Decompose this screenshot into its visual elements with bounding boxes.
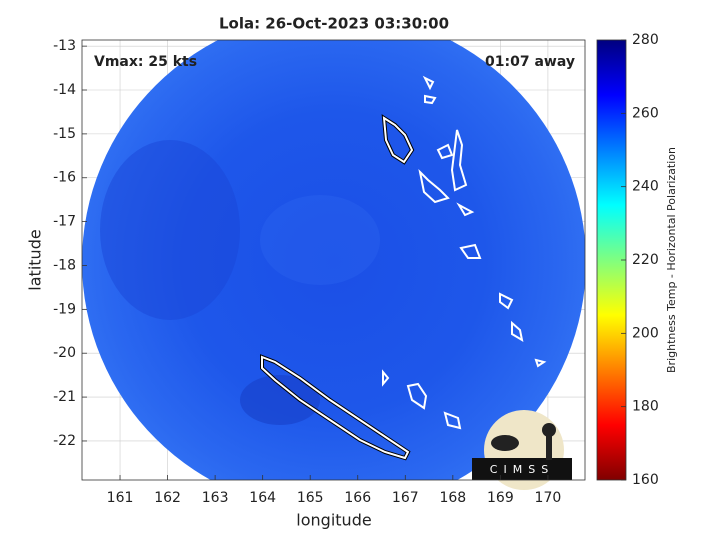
x-axis-label: longitude <box>296 511 371 530</box>
coastlines <box>260 75 547 461</box>
x-tick-label: 166 <box>344 490 371 506</box>
colorbar-label: Brightness Temp - Horizontal Polarizatio… <box>665 147 678 373</box>
colorbar-tick-label: 220 <box>632 252 659 268</box>
y-tick-label: -17 <box>53 214 76 230</box>
annotation: Vmax: 25 kts <box>94 54 197 70</box>
colorbar-tick-label: 160 <box>632 472 659 488</box>
annotation: 01:07 away <box>485 54 575 70</box>
y-tick-label: -16 <box>53 170 76 186</box>
x-tick-label: 162 <box>154 490 181 506</box>
y-tick-label: -20 <box>53 345 76 361</box>
x-tick-label: 163 <box>202 490 229 506</box>
colorbar-tick-label: 240 <box>632 179 659 195</box>
y-tick-label: -18 <box>53 257 76 273</box>
logo-text: CIMSS <box>490 463 554 476</box>
y-tick-label: -14 <box>53 82 76 98</box>
colorbar-tick-label: 280 <box>632 32 659 48</box>
x-tick-label: 169 <box>487 490 514 506</box>
x-tick-label: 168 <box>439 490 466 506</box>
colorbar-tick-label: 180 <box>632 399 659 415</box>
chart-title: Lola: 26-Oct-2023 03:30:00 <box>219 15 449 33</box>
cimss-logo: CIMSS <box>472 410 572 490</box>
axes-frame <box>81 39 586 481</box>
satellite-image <box>82 40 585 480</box>
x-tick-label: 161 <box>107 490 134 506</box>
x-tick-label: 167 <box>392 490 419 506</box>
y-tick-label: -19 <box>53 301 76 317</box>
y-tick-label: -15 <box>53 126 76 142</box>
y-axis-label: latitude <box>26 229 45 290</box>
colorbar-tick-label: 200 <box>632 325 659 341</box>
colorbar-tick-label: 260 <box>632 105 659 121</box>
y-tick-label: -22 <box>53 433 76 449</box>
x-tick-label: 170 <box>535 490 562 506</box>
y-tick-label: -13 <box>53 38 76 54</box>
x-tick-label: 164 <box>249 490 276 506</box>
x-tick-label: 165 <box>297 490 324 506</box>
y-tick-label: -21 <box>53 389 76 405</box>
